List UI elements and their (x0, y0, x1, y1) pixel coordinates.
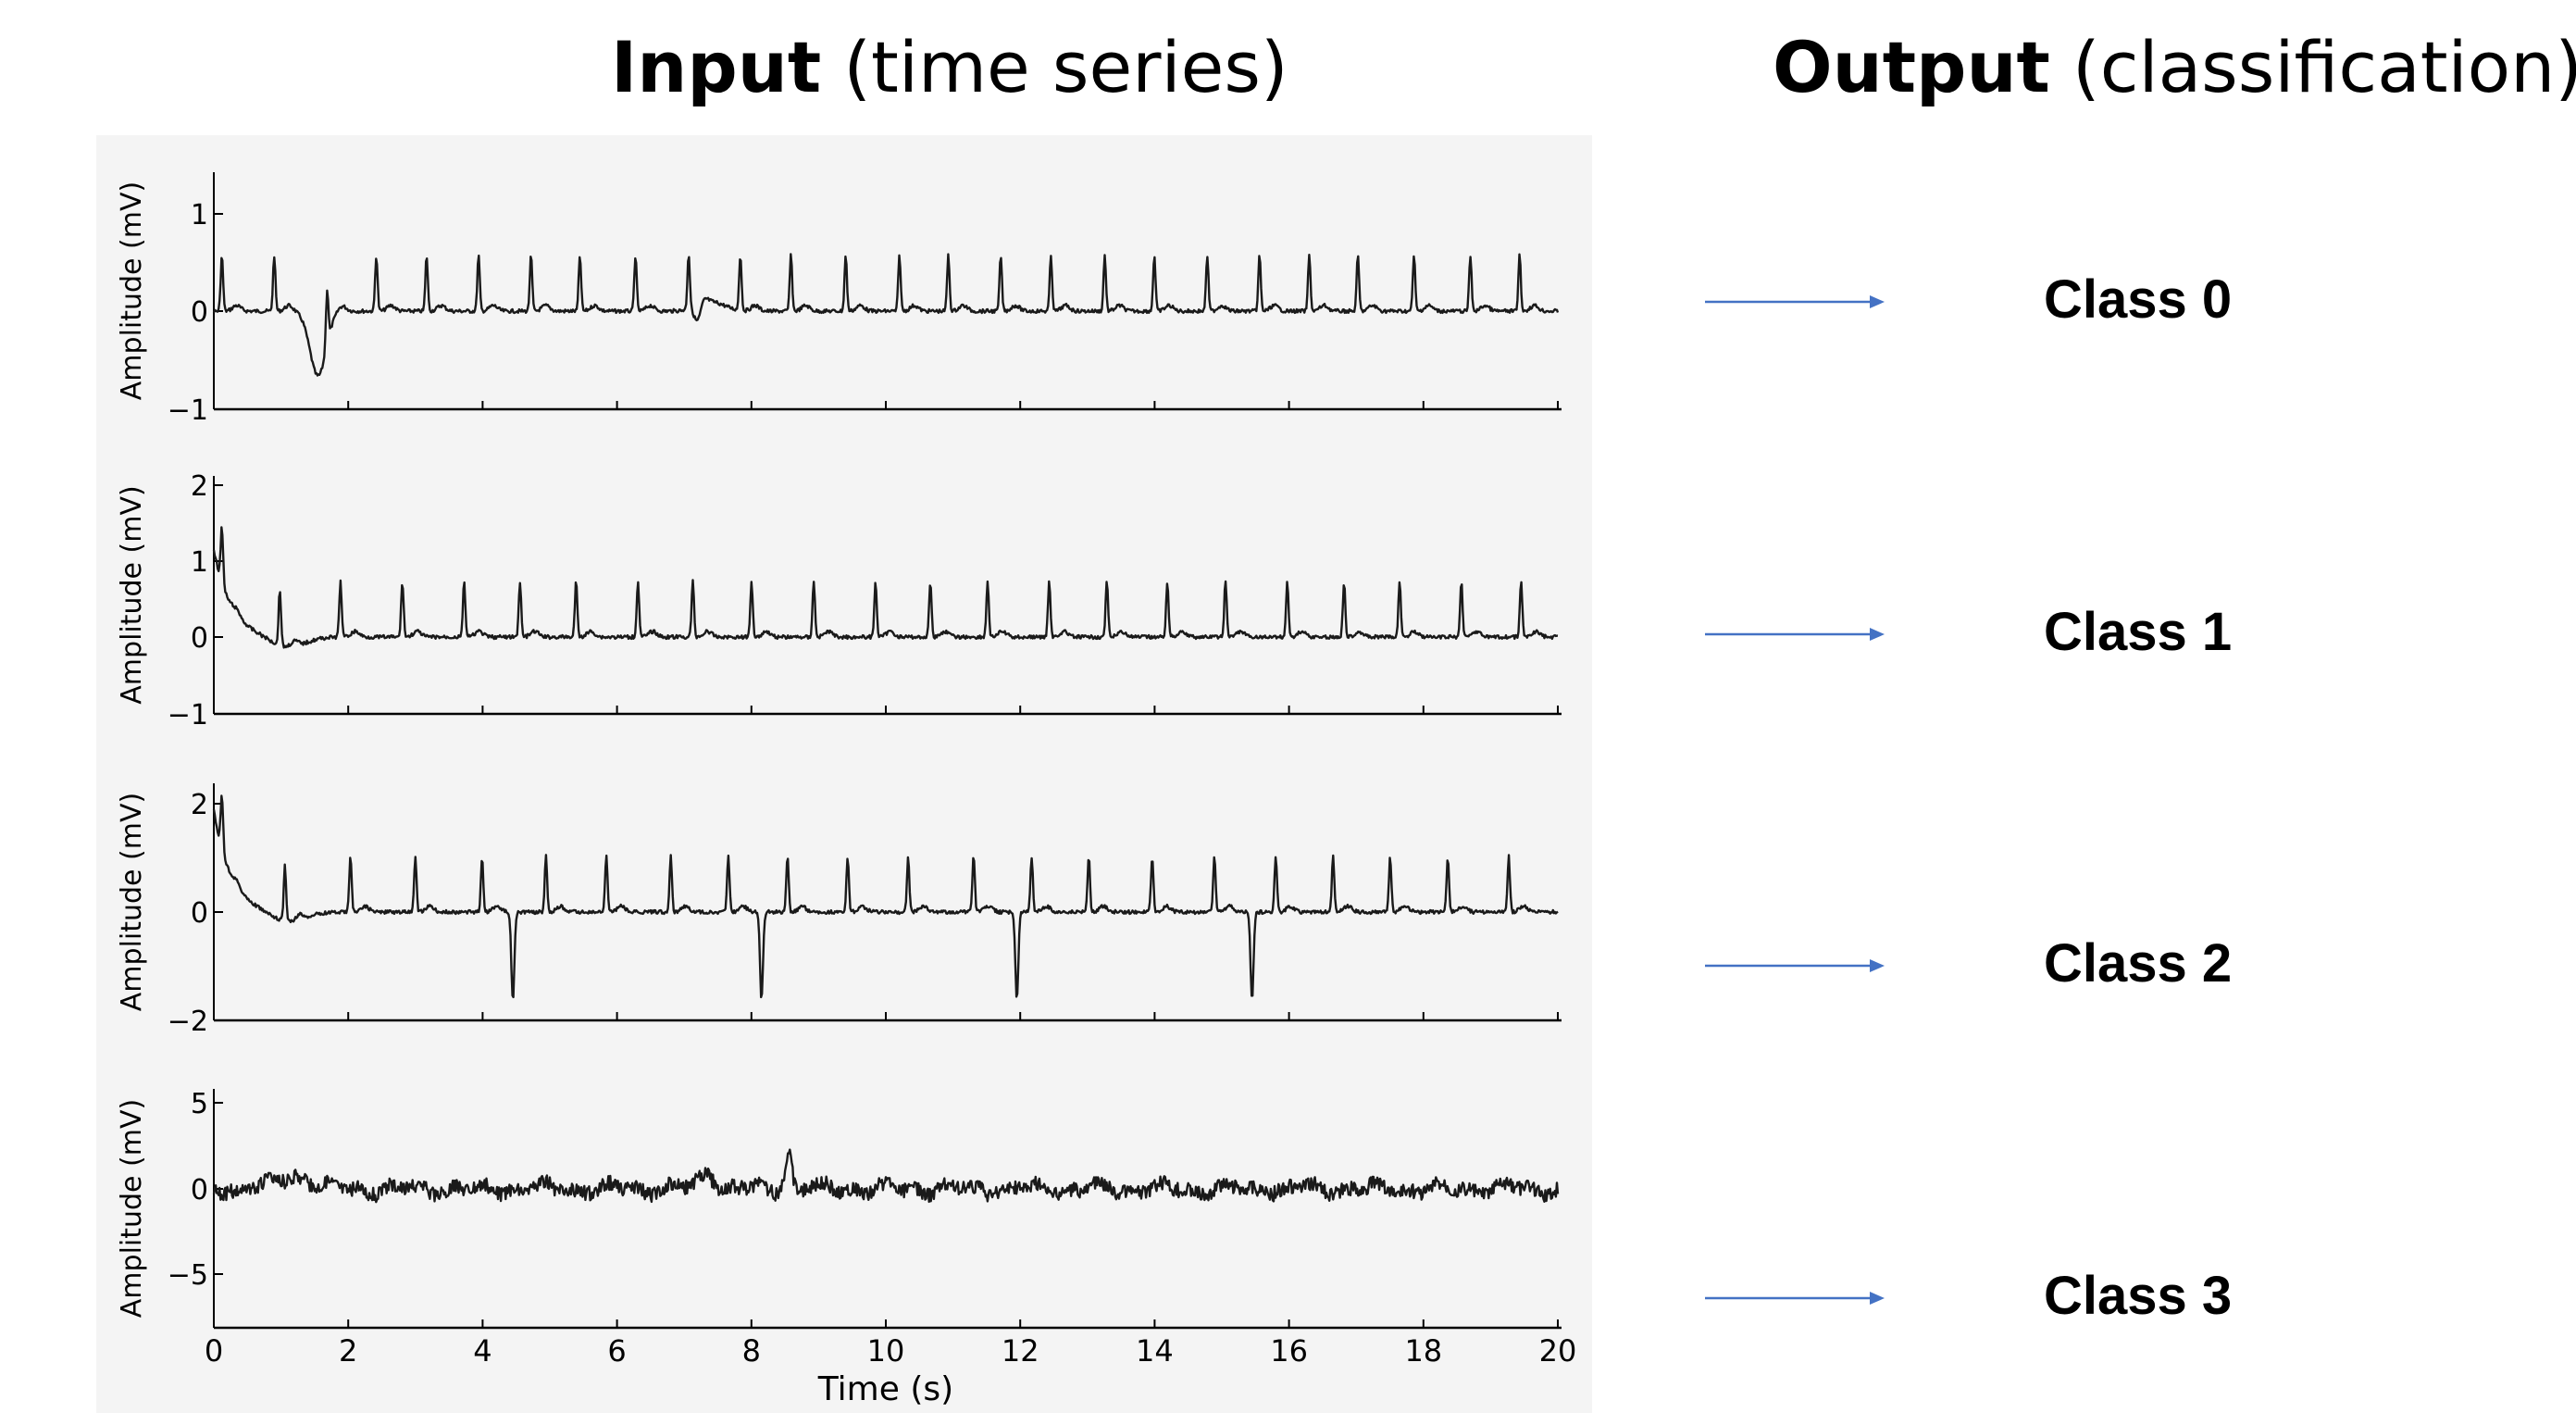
class-label: Class 1 (2044, 602, 2233, 662)
y-tick-label: −2 (168, 1006, 208, 1038)
y-tick-label: −5 (168, 1259, 208, 1292)
y-axis-label: Amplitude (mV) (116, 485, 148, 704)
x-tick-label: 0 (205, 1333, 223, 1369)
output-heading: Output (classification) (1773, 26, 2576, 108)
y-tick-label: 0 (191, 1174, 208, 1206)
y-axis-label: Amplitude (mV) (116, 793, 148, 1011)
y-tick-label: 5 (191, 1088, 208, 1120)
class-row-3: Class 3 (1703, 1261, 2536, 1335)
ecg-figure: 1 0 −1 Amplitude (mV) 2 1 0 −1 Amplitude (mV) 2 0−… (96, 135, 1592, 1413)
arrow-icon (1705, 295, 1885, 308)
input-heading-bold: Input (611, 26, 822, 108)
x-tick-label: 18 (1404, 1333, 1442, 1369)
y-axis-label: Amplitude (mV) (116, 181, 148, 400)
class-row-1: Class 1 (1703, 597, 2536, 671)
ecg-trace-1 (212, 526, 1559, 649)
y-tick-label: −1 (168, 394, 208, 427)
x-tick-label: 20 (1539, 1333, 1577, 1369)
arrow-icon (1705, 1292, 1885, 1305)
arrow-icon (1705, 959, 1885, 972)
input-heading: Input (time series) (611, 26, 1288, 108)
y-tick-label: −1 (168, 699, 208, 731)
class-label: Class 0 (2044, 269, 2233, 330)
y-tick-label: 1 (191, 546, 208, 579)
class-label: Class 2 (2044, 933, 2233, 994)
class-row-2: Class 2 (1703, 929, 2536, 1003)
output-heading-rest: (classification) (2049, 26, 2576, 108)
class-row-0: Class 0 (1703, 265, 2536, 339)
ecg-trace-0 (212, 253, 1560, 377)
x-tick-label: 6 (607, 1333, 626, 1369)
y-axis-label: Amplitude (mV) (116, 1099, 148, 1318)
x-tick-label: 2 (339, 1333, 357, 1369)
input-heading-rest: (time series) (821, 26, 1288, 108)
ecg-trace-3 (212, 1148, 1560, 1204)
x-tick-label: 12 (1002, 1333, 1039, 1369)
x-tick-label: 14 (1136, 1333, 1174, 1369)
output-heading-bold: Output (1773, 26, 2050, 108)
y-tick-label: 0 (191, 897, 208, 930)
class-label: Class 3 (2044, 1266, 2233, 1326)
x-tick-label: 10 (867, 1333, 905, 1369)
arrow-icon (1705, 628, 1885, 641)
y-tick-label: 0 (191, 296, 208, 329)
y-tick-label: 0 (191, 622, 208, 655)
y-tick-label: 2 (191, 470, 208, 503)
x-axis-label: Time (s) (817, 1370, 953, 1408)
ecg-trace-2 (212, 794, 1559, 999)
x-tick-label: 4 (473, 1333, 492, 1369)
y-tick-label: 1 (191, 199, 208, 231)
x-tick-label: 8 (742, 1333, 761, 1369)
x-tick-label: 16 (1270, 1333, 1308, 1369)
y-tick-label: 2 (191, 789, 208, 821)
